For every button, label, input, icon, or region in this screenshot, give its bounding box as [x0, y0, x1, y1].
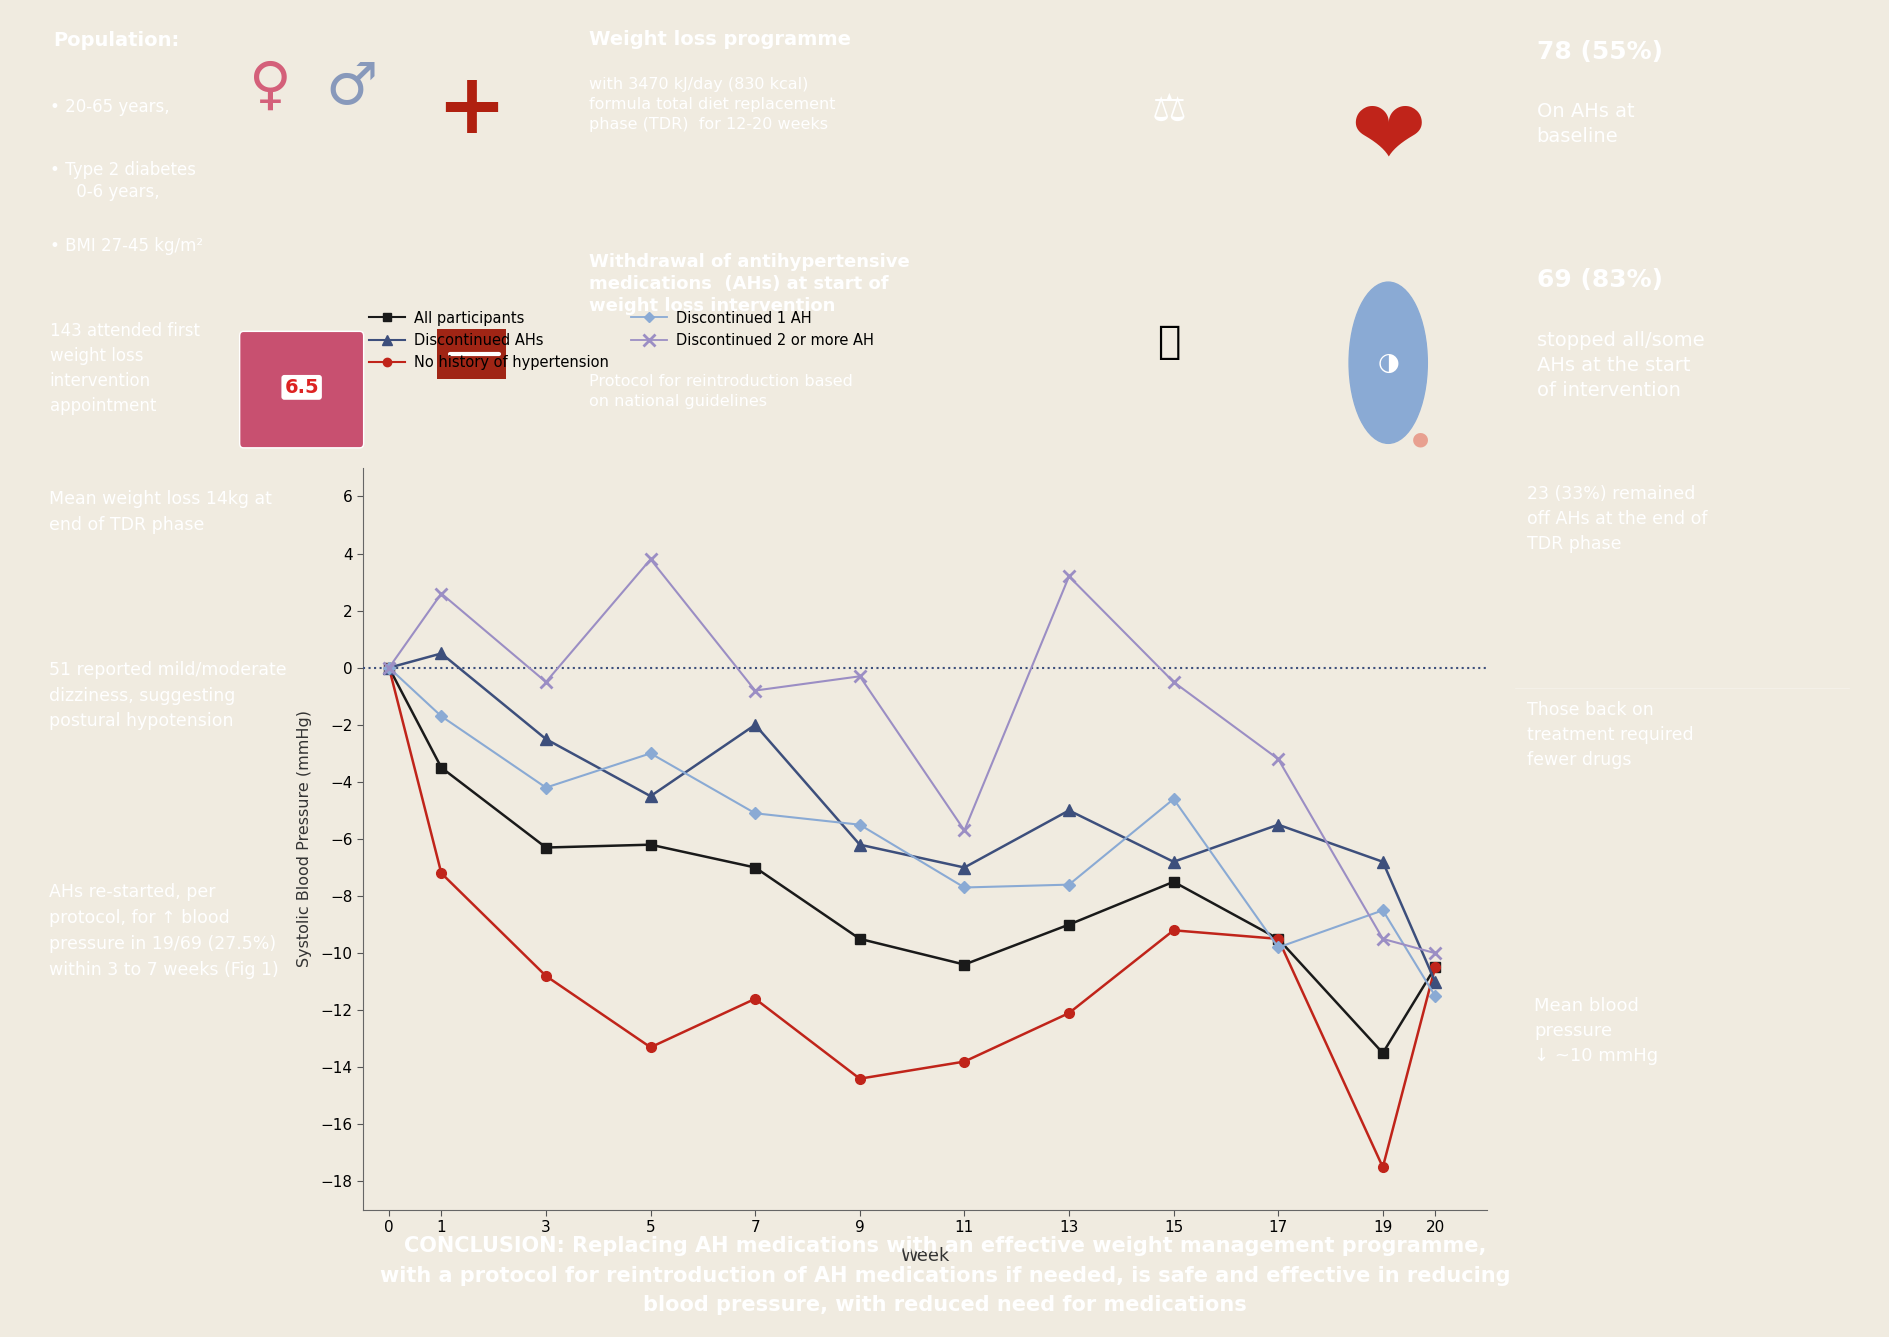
Text: ♂: ♂	[325, 59, 378, 115]
Text: 143 attended first
weight loss
intervention
appointment: 143 attended first weight loss intervent…	[49, 322, 200, 416]
Text: 💊: 💊	[1156, 322, 1181, 361]
FancyBboxPatch shape	[436, 329, 506, 378]
X-axis label: Week: Week	[899, 1246, 950, 1265]
Text: • 20-65 years,: • 20-65 years,	[49, 99, 170, 116]
Text: • Type 2 diabetes
     0-6 years,: • Type 2 diabetes 0-6 years,	[49, 162, 196, 202]
Text: 23 (33%) remained
off AHs at the end of
TDR phase: 23 (33%) remained off AHs at the end of …	[1526, 485, 1706, 554]
Circle shape	[1349, 282, 1426, 444]
Text: 78 (55%): 78 (55%)	[1536, 40, 1662, 64]
Text: 6.5: 6.5	[283, 378, 319, 397]
Text: Weight loss programme: Weight loss programme	[589, 31, 850, 49]
Text: ◑: ◑	[1377, 350, 1398, 374]
Text: CONCLUSION: Replacing AH medications with an effective weight management program: CONCLUSION: Replacing AH medications wit…	[380, 1237, 1509, 1316]
Text: On AHs at
baseline: On AHs at baseline	[1536, 102, 1634, 146]
Text: Mean blood
pressure
↓ ~10 mmHg: Mean blood pressure ↓ ~10 mmHg	[1534, 997, 1657, 1066]
Text: with 3470 kJ/day (830 kcal)
formula total diet replacement
phase (TDR)  for 12-2: with 3470 kJ/day (830 kcal) formula tota…	[589, 78, 835, 132]
Text: 51 reported mild/moderate
dizziness, suggesting
postural hypotension: 51 reported mild/moderate dizziness, sug…	[49, 660, 287, 730]
Text: +: +	[436, 68, 506, 150]
Text: 69 (83%): 69 (83%)	[1536, 267, 1662, 291]
Legend: All participants, Discontinued AHs, No history of hypertension, Discontinued 1 A: All participants, Discontinued AHs, No h…	[363, 305, 878, 376]
Text: ❤: ❤	[1349, 95, 1426, 183]
Text: Withdrawal of antihypertensive
medications  (AHs) at start of
weight loss interv: Withdrawal of antihypertensive medicatio…	[589, 253, 909, 316]
FancyBboxPatch shape	[240, 332, 363, 448]
Y-axis label: Systolic Blood Pressure (mmHg): Systolic Blood Pressure (mmHg)	[297, 710, 312, 968]
Text: Population:: Population:	[53, 31, 179, 51]
Text: stopped all/some
AHs at the start
of intervention: stopped all/some AHs at the start of int…	[1536, 330, 1704, 400]
Text: Protocol for reintroduction based
on national guidelines: Protocol for reintroduction based on nat…	[589, 374, 852, 409]
Text: ♀: ♀	[249, 59, 293, 115]
Text: ●: ●	[1411, 429, 1428, 448]
Text: AHs re-started, per
protocol, for ↑ blood
pressure in 19/69 (27.5%)
within 3 to : AHs re-started, per protocol, for ↑ bloo…	[49, 884, 280, 979]
Text: Those back on
treatment required
fewer drugs: Those back on treatment required fewer d…	[1526, 701, 1693, 769]
Text: Mean weight loss 14kg at
end of TDR phase: Mean weight loss 14kg at end of TDR phas…	[49, 491, 272, 533]
Text: ⚖️: ⚖️	[1150, 91, 1186, 128]
Text: • BMI 27-45 kg/m²: • BMI 27-45 kg/m²	[49, 238, 202, 255]
